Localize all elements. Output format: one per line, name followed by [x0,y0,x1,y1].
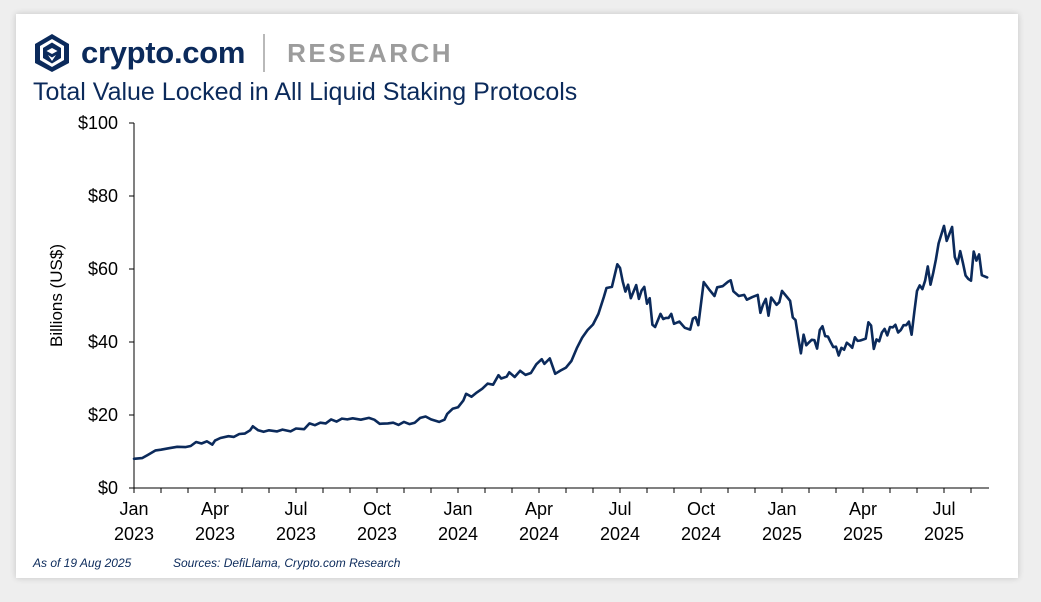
x-tick-label-month: Oct [687,499,715,519]
brand-section-label: RESEARCH [287,37,454,68]
x-tick-label-year: 2023 [195,524,235,544]
as-of-note: As of 19 Aug 2025 [33,556,132,570]
x-tick-label: Jan 2025 [762,499,802,544]
x-tick-label: Oct 2023 [357,499,397,544]
x-tick-label-year: 2025 [762,524,802,544]
line-layer [132,224,989,461]
chart-title: Total Value Locked in All Liquid Staking… [33,78,578,106]
x-tick-label-month: Jan [119,499,148,519]
crypto-com-logo-icon [35,34,69,72]
x-tick-label-month: Oct [363,499,391,519]
y-tick-label: $60 [88,259,118,279]
x-tick-label-month: Apr [849,499,877,519]
brand-name: crypto.com [81,35,246,70]
y-tick-label: $80 [88,186,118,206]
chart-card [16,14,1018,578]
x-tick-label: Jul 2024 [600,499,640,544]
x-tick-label-year: 2023 [357,524,397,544]
x-tick-label-year: 2023 [114,524,154,544]
x-tick-label-month: Jan [443,499,472,519]
x-tick-label-month: Jan [767,499,796,519]
sources-note: Sources: DefiLlama, Crypto.com Research [173,556,401,570]
x-tick-label-month: Apr [525,499,553,519]
x-tick-label-year: 2023 [276,524,316,544]
brand-divider [263,34,266,72]
y-axis-label: Billions (US$) [47,244,66,347]
x-tick-label: Jan 2023 [114,499,154,544]
x-tick-label: Jan 2024 [438,499,478,544]
y-tick-label: $40 [88,332,118,352]
x-tick-label: Apr 2023 [195,499,235,544]
x-tick-label: Jul 2025 [924,499,964,544]
x-tick-label-month: Jul [932,499,955,519]
x-tick-label: Apr 2024 [519,499,559,544]
x-tick-label-year: 2024 [600,524,640,544]
x-tick-label-year: 2025 [843,524,883,544]
x-tick-label-month: Apr [201,499,229,519]
x-tick-label-month: Jul [608,499,631,519]
x-tick-label: Oct 2024 [681,499,721,544]
brand-header: crypto.com RESEARCH [33,33,453,73]
y-tick-label: $100 [78,113,118,133]
x-tick-label: Apr 2025 [843,499,883,544]
x-tick-label-year: 2025 [924,524,964,544]
x-tick-label: Jul 2023 [276,499,316,544]
series-line-tvl [132,224,989,461]
x-tick-label-month: Jul [284,499,307,519]
x-tick-label-year: 2024 [681,524,721,544]
y-tick-label: $20 [88,405,118,425]
y-tick-label: $0 [98,478,118,498]
x-tick-label-year: 2024 [438,524,478,544]
x-tick-label-year: 2024 [519,524,559,544]
